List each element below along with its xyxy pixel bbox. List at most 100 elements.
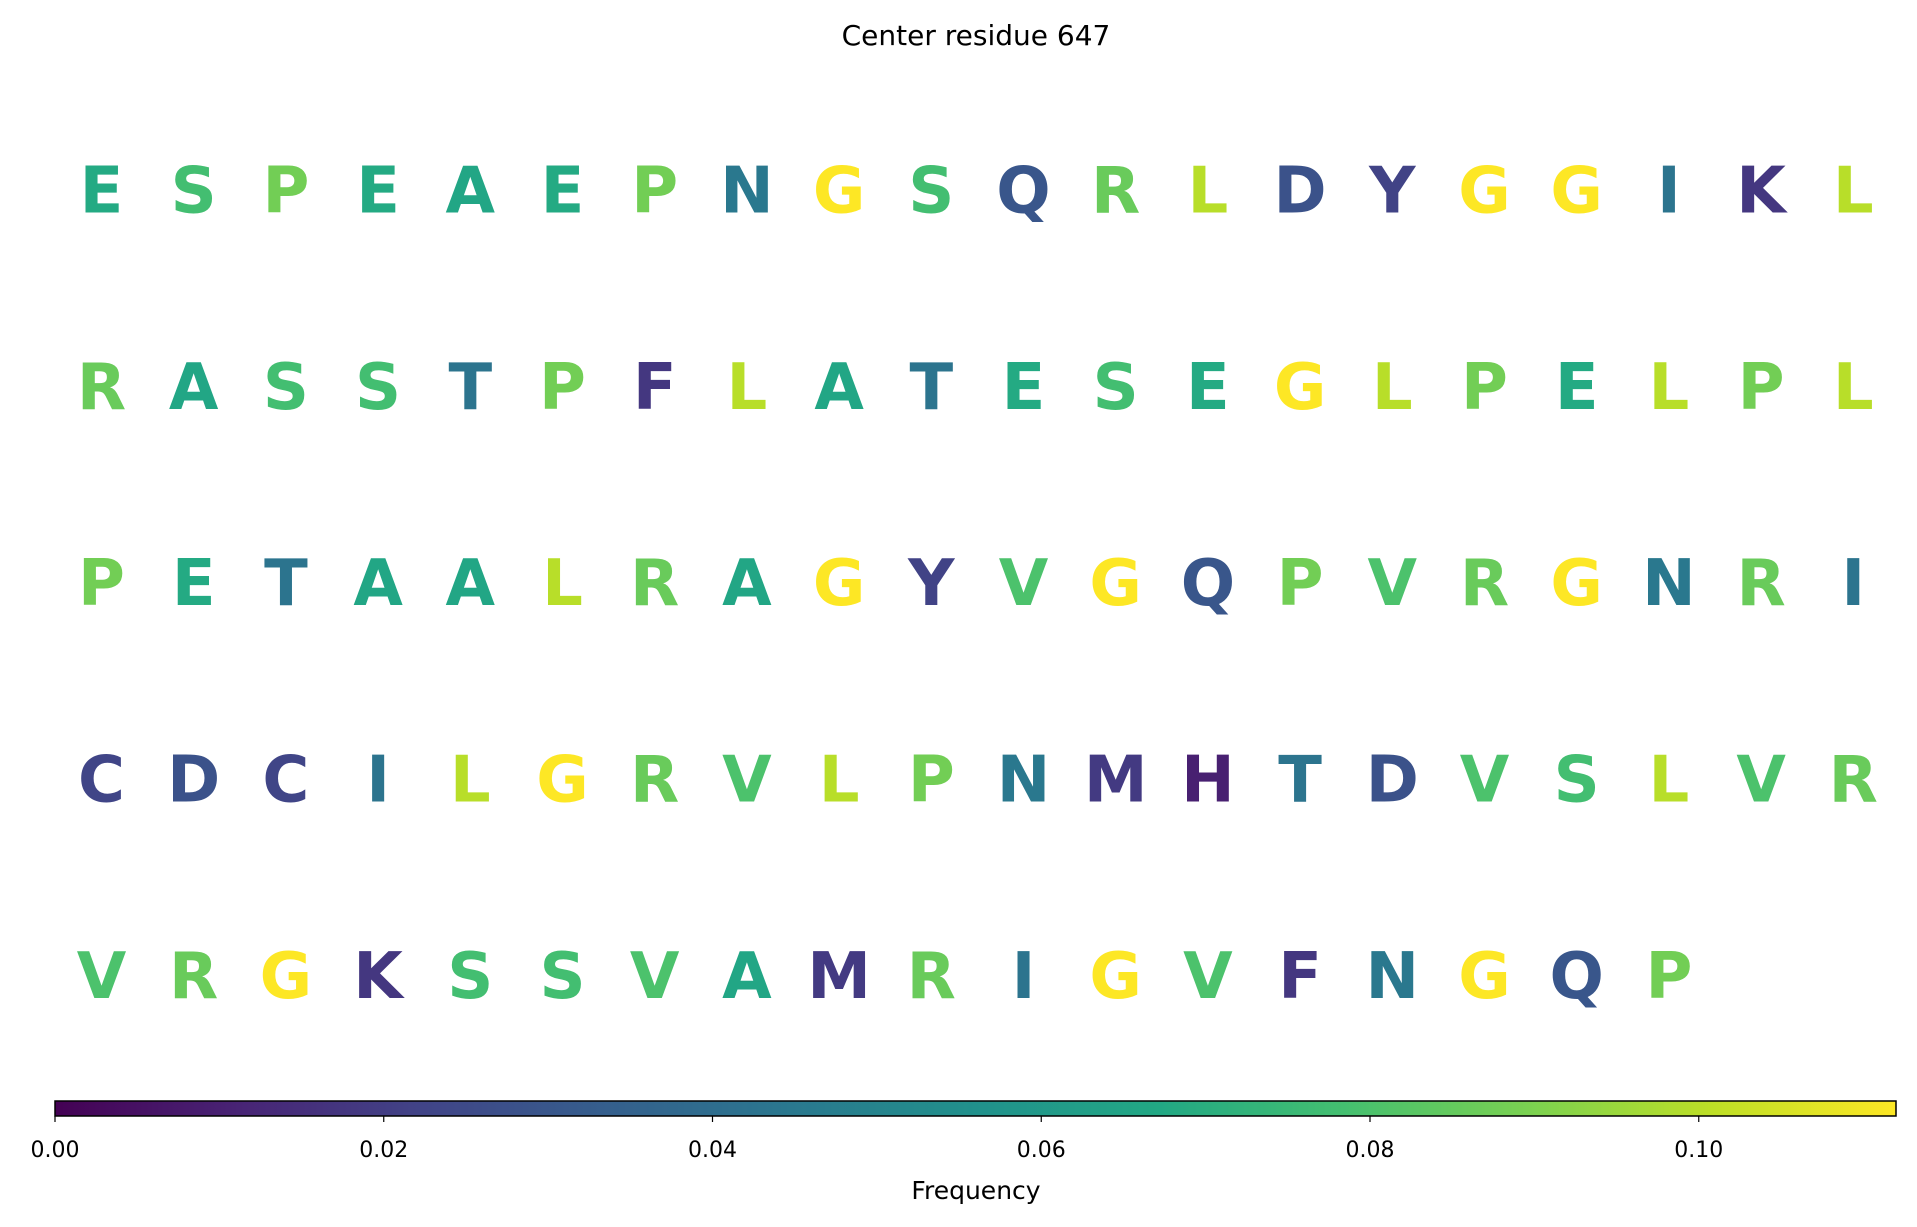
residue: N	[720, 155, 774, 229]
residue: S	[447, 940, 493, 1014]
residue: D	[1366, 743, 1419, 817]
residue: G	[1458, 155, 1511, 229]
residue: I	[366, 743, 390, 817]
residue: D	[1274, 155, 1327, 229]
residue: L	[1649, 743, 1690, 817]
residue: V	[1736, 743, 1786, 817]
residue: E	[356, 155, 400, 229]
residue: P	[1277, 547, 1324, 621]
residue: E	[1002, 351, 1046, 425]
residue: A	[169, 351, 219, 425]
residue: L	[1833, 155, 1874, 229]
residue: L	[1649, 351, 1690, 425]
residue: C	[78, 743, 125, 817]
x-tick-label: 0.08	[1346, 1138, 1395, 1163]
residue: P	[1461, 351, 1508, 425]
residue: S	[263, 351, 309, 425]
residue: G	[260, 940, 313, 1014]
residue: L	[727, 351, 768, 425]
residue: V	[1183, 940, 1233, 1014]
residue: P	[1645, 940, 1692, 1014]
residue: N	[1366, 940, 1420, 1014]
residue: L	[1372, 351, 1413, 425]
residue: P	[1738, 351, 1785, 425]
residue: L	[450, 743, 491, 817]
residue: Q	[1549, 940, 1603, 1014]
residue: T	[1278, 743, 1322, 817]
residue: L	[1188, 155, 1229, 229]
residue: S	[908, 155, 954, 229]
residue: A	[353, 547, 403, 621]
residue: H	[1181, 743, 1235, 817]
residue: F	[1278, 940, 1322, 1014]
residue: Q	[1181, 547, 1235, 621]
residue: I	[1841, 547, 1865, 621]
residue: Y	[1368, 155, 1416, 229]
residue: R	[1460, 547, 1509, 621]
residue: P	[539, 351, 586, 425]
residue: R	[907, 940, 956, 1014]
residue: A	[446, 547, 496, 621]
x-tick-label: 0.04	[688, 1138, 737, 1163]
residue: V	[630, 940, 680, 1014]
residue: S	[1093, 351, 1139, 425]
residue: P	[908, 743, 955, 817]
residue: A	[722, 940, 772, 1014]
residue: G	[1550, 547, 1603, 621]
residue: I	[1657, 155, 1681, 229]
residue: R	[630, 547, 679, 621]
residue: S	[1554, 743, 1600, 817]
residue: N	[1642, 547, 1696, 621]
residue: A	[446, 155, 496, 229]
residue: G	[1089, 547, 1142, 621]
x-tick-label: 0.00	[31, 1138, 80, 1163]
residue: E	[1555, 351, 1599, 425]
residue: V	[999, 547, 1049, 621]
residue: E	[541, 155, 585, 229]
residue: P	[262, 155, 309, 229]
residue: D	[167, 743, 220, 817]
residue: I	[1012, 940, 1036, 1014]
residue: V	[1368, 547, 1418, 621]
residue: G	[813, 155, 866, 229]
residue: L	[819, 743, 860, 817]
residue: L	[1833, 351, 1874, 425]
residue: T	[264, 547, 308, 621]
residue: F	[633, 351, 677, 425]
chart-title: Center residue 647	[842, 19, 1111, 52]
residue: E	[172, 547, 216, 621]
residue: T	[448, 351, 492, 425]
residue: V	[1460, 743, 1510, 817]
colorbar-label: Frequency	[911, 1176, 1040, 1205]
residue: Q	[996, 155, 1050, 229]
residue: S	[539, 940, 585, 1014]
residue: R	[630, 743, 679, 817]
residue: G	[813, 547, 866, 621]
residue: G	[1089, 940, 1142, 1014]
residue: G	[1550, 155, 1603, 229]
residue: C	[262, 743, 309, 817]
residue: Y	[907, 547, 955, 621]
residue: R	[1829, 743, 1878, 817]
residue: P	[78, 547, 125, 621]
residue: A	[722, 547, 772, 621]
residue: N	[997, 743, 1051, 817]
residue: T	[909, 351, 953, 425]
residue: S	[355, 351, 401, 425]
residue: K	[1736, 155, 1788, 229]
residue: R	[1736, 547, 1785, 621]
residue: A	[814, 351, 864, 425]
residue: K	[353, 940, 405, 1014]
residue: R	[169, 940, 218, 1014]
residue: R	[77, 351, 126, 425]
residue: G	[536, 743, 589, 817]
residue: E	[1186, 351, 1230, 425]
colorbar	[54, 1100, 1897, 1117]
residue: L	[542, 547, 583, 621]
residue: V	[722, 743, 772, 817]
x-tick-label: 0.02	[359, 1138, 408, 1163]
residue: R	[1091, 155, 1140, 229]
residue: S	[171, 155, 217, 229]
residue: V	[77, 940, 127, 1014]
